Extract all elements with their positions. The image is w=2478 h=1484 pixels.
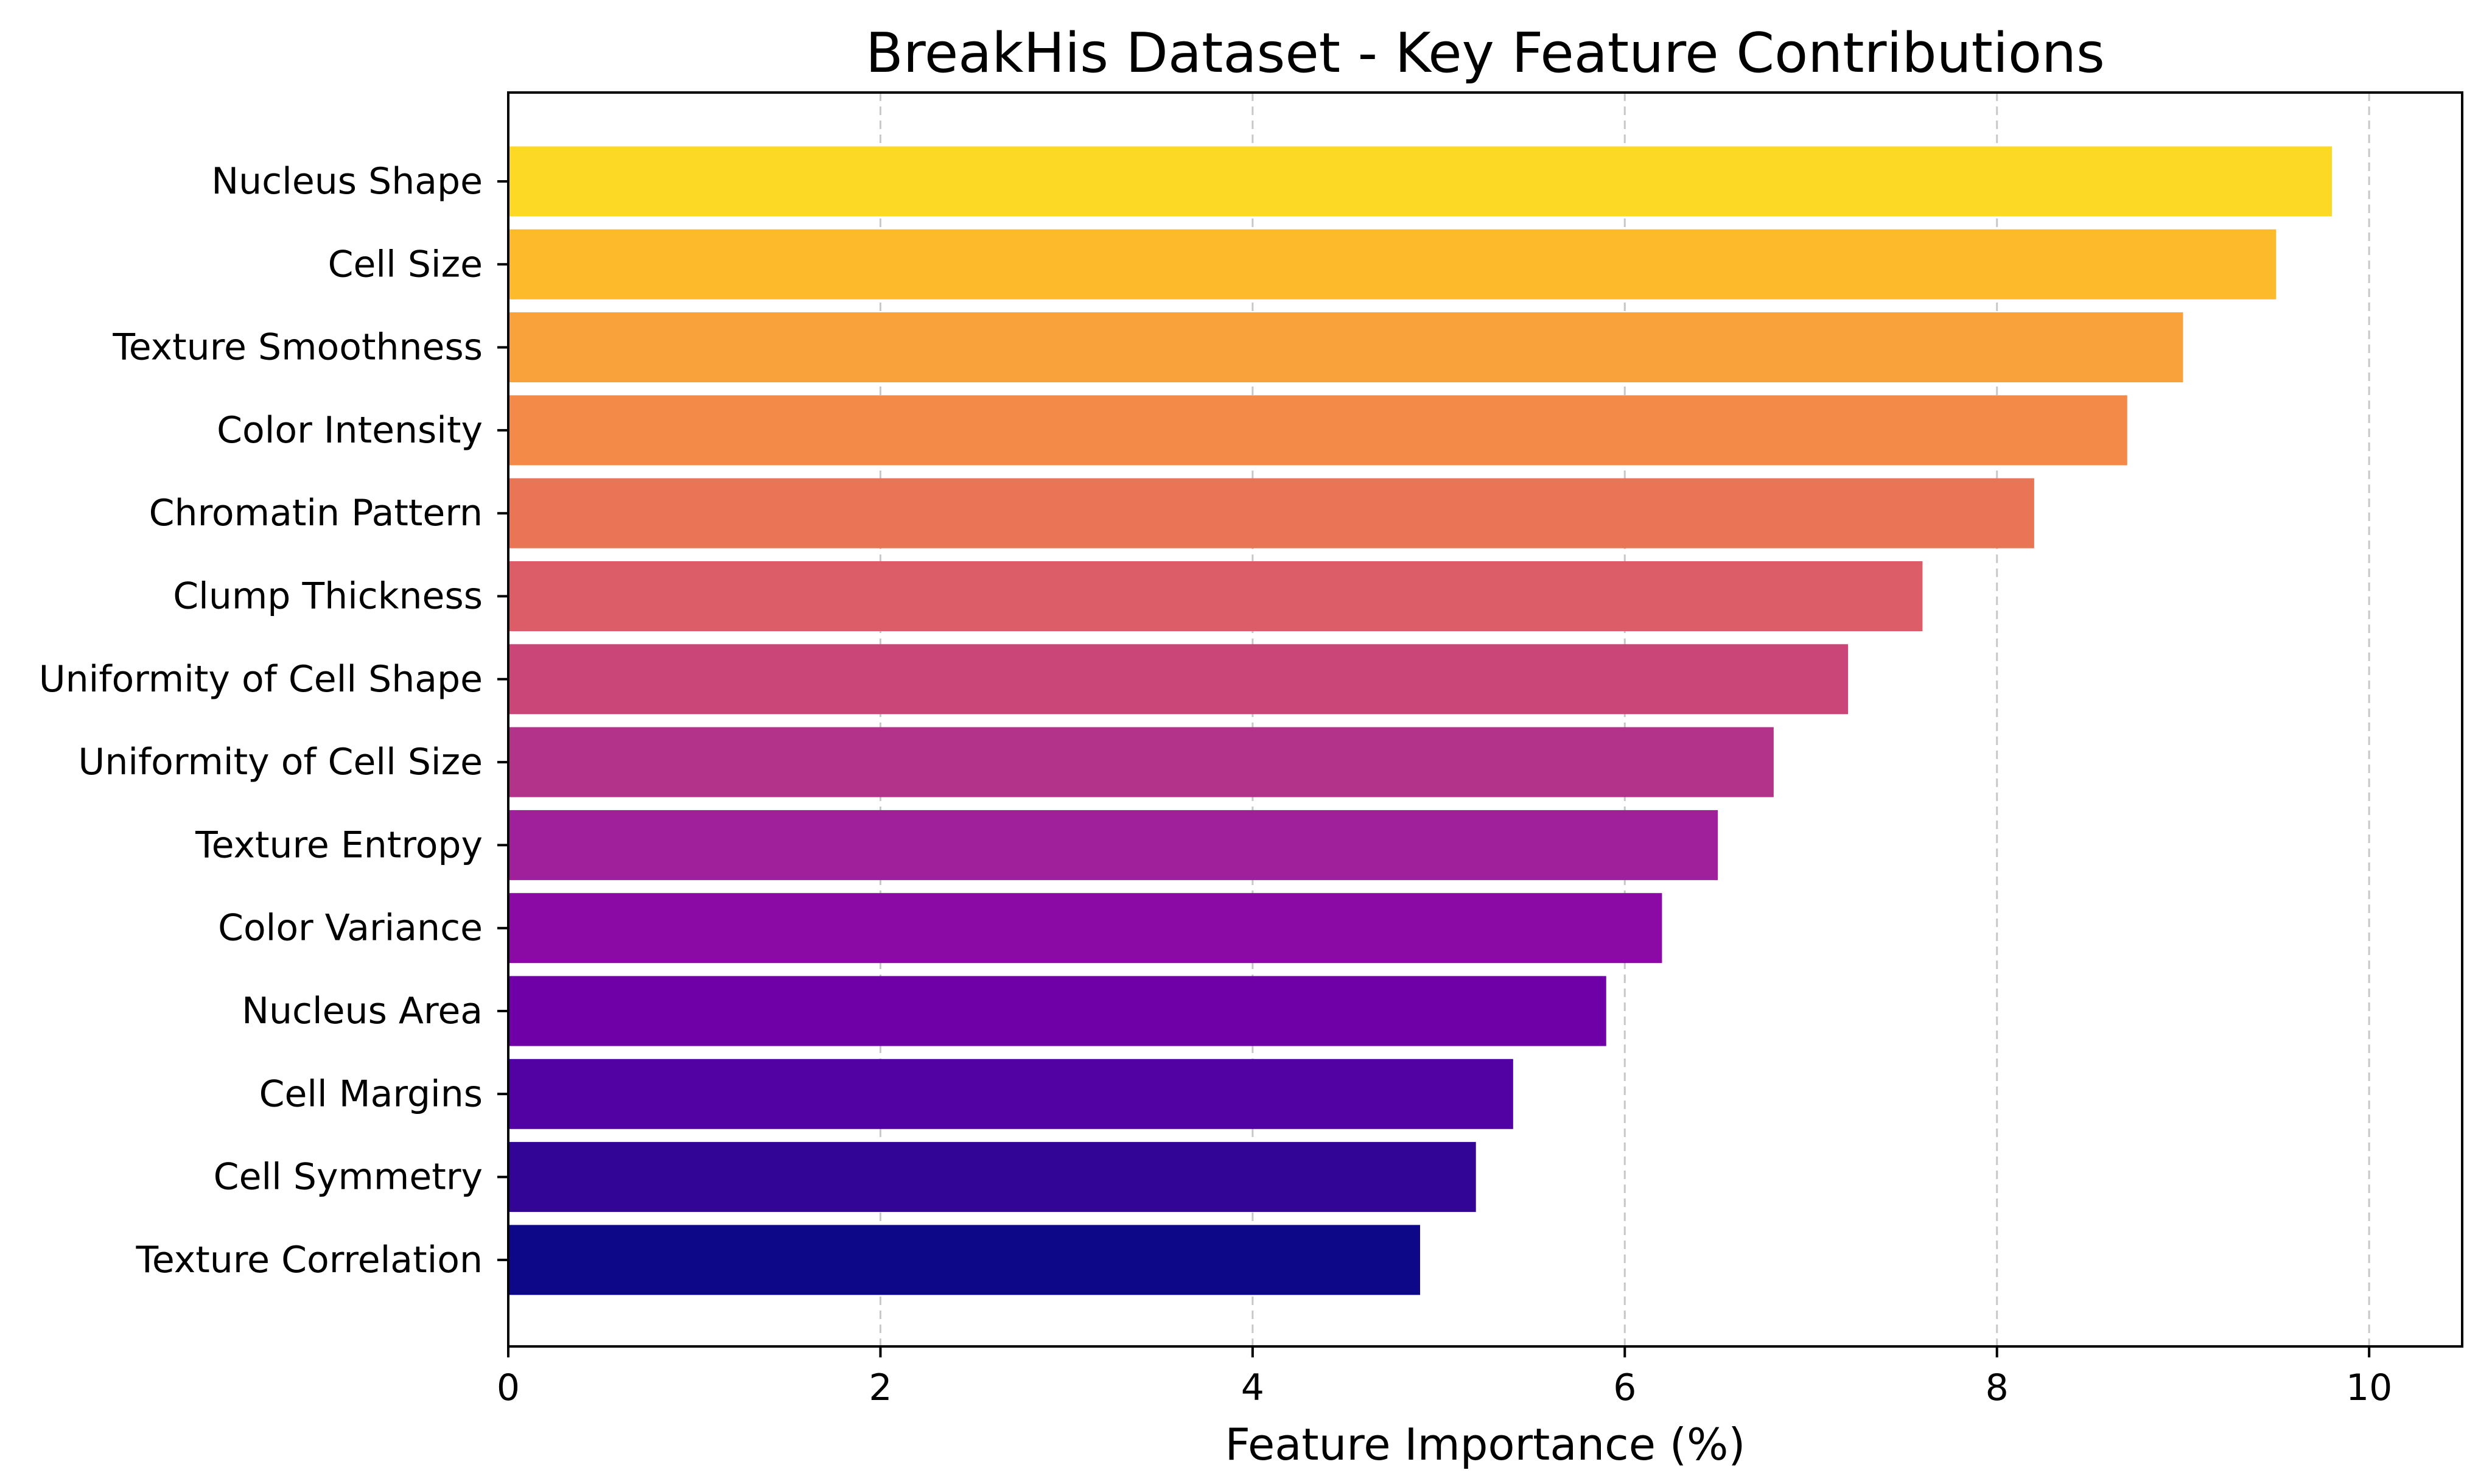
bar [508,727,1774,797]
bar [508,146,2332,217]
bar [508,1142,1476,1213]
y-tick-label: Chromatin Pattern [149,492,483,534]
y-tick-label: Cell Margins [259,1073,483,1115]
y-tick-label: Texture Correlation [135,1239,483,1281]
bar [508,893,1662,964]
x-tick-label: 10 [2346,1367,2392,1409]
y-tick-label: Nucleus Shape [211,160,483,203]
y-tick-label: Color Intensity [217,409,483,452]
y-tick-label: Cell Size [328,243,483,285]
y-tick-label: Uniformity of Cell Size [78,741,483,783]
x-tick-label: 8 [1986,1367,2009,1409]
x-axis-ticks: 0 2 4 6 8 10 [497,1346,2392,1409]
y-tick-label: Texture Smoothness [112,326,483,369]
y-tick-label: Nucleus Area [242,990,483,1032]
bar [508,312,2183,383]
y-tick-label: Uniformity of Cell Shape [39,658,483,701]
bars [508,146,2332,1295]
bar [508,1059,1513,1129]
bar [508,1225,1420,1295]
bar [508,644,1849,715]
y-tick-label: Cell Symmetry [214,1156,483,1199]
bar [508,976,1606,1046]
plot-area-frame [507,91,2463,1348]
x-tick-label: 2 [869,1367,892,1409]
bar [508,810,1718,880]
x-tick-label: 0 [497,1367,520,1409]
y-axis-ticks: Nucleus Shape Cell Size Texture Smoothness… [39,160,508,1281]
bar [508,395,2127,466]
x-axis-title: Feature Importance (%) [1225,1419,1745,1470]
bar [508,561,1923,631]
chart-title: BreakHis Dataset - Key Feature Contribut… [866,21,2105,85]
bar [508,229,2277,299]
x-tick-label: 4 [1241,1367,1264,1409]
y-tick-label: Texture Entropy [195,824,483,866]
bar [508,478,2034,548]
y-tick-label: Clump Thickness [173,575,483,618]
x-tick-label: 6 [1613,1367,1636,1409]
y-tick-label: Color Variance [218,907,483,950]
